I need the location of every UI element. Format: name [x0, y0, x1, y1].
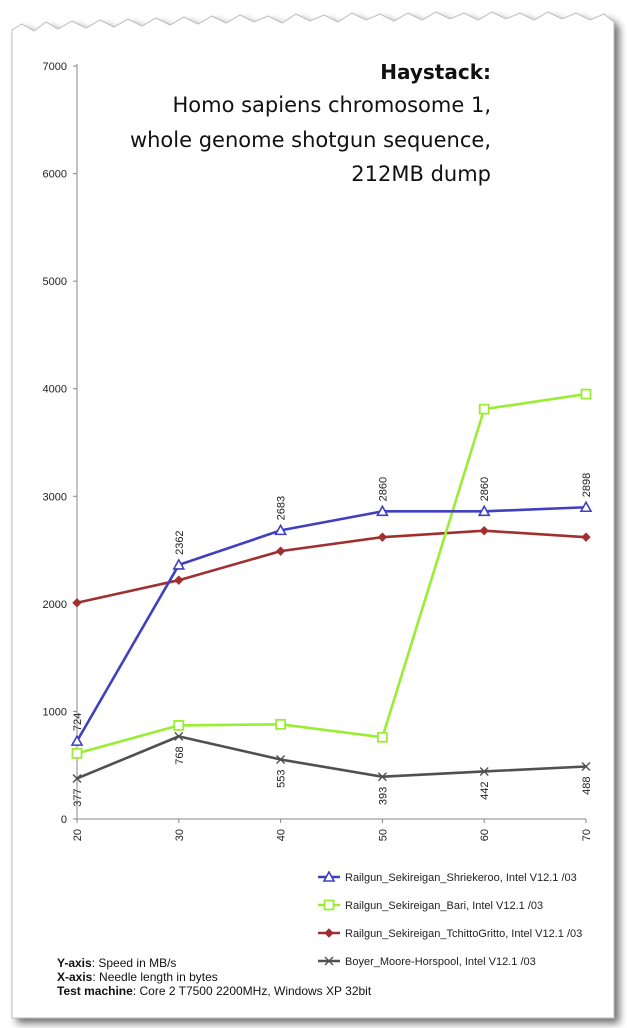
- legend-label-2: Railgun_Sekireigan_TchittoGritto, Intel …: [345, 928, 582, 940]
- y-tick-label-7: 7000: [43, 61, 67, 73]
- series-0-data-label-3: 2860: [377, 477, 389, 501]
- y-tick-label-6: 6000: [43, 169, 67, 181]
- series-3-data-label-5: 488: [581, 777, 593, 795]
- series-0-data-label-1: 2362: [174, 530, 186, 554]
- series-3-data-label-0: 377: [72, 788, 84, 806]
- x-tick-label-3: 50: [377, 829, 389, 841]
- footer-y-axis-value: : Speed in MB/s: [91, 956, 177, 970]
- chart-subtitle-line-3: 212MB dump: [351, 162, 491, 186]
- series-1-point-0: [71, 747, 83, 759]
- x-tick-label-1: 30: [174, 829, 186, 841]
- series-0-data-label-2: 2683: [276, 496, 288, 520]
- chart-title-block: Haystack: Homo sapiens chromosome 1, who…: [130, 60, 491, 186]
- footer-y-axis-note: Y-axis: Speed in MB/s: [57, 956, 371, 970]
- series-3-data-label-3: 393: [377, 787, 389, 805]
- series-3-data-label-4: 442: [479, 781, 491, 799]
- series-line-3: [76, 735, 587, 780]
- series-2-point-2: [275, 546, 286, 556]
- plot-area: 0 1000 2000 3000 4000 5000 6000 7000 20 30 40 50 60 7…: [43, 61, 593, 841]
- series-line-2: [76, 529, 587, 605]
- footer-x-axis-note: X-axis: Needle length in bytes: [57, 970, 371, 984]
- y-tick-label-3: 3000: [43, 491, 67, 503]
- series-0-data-label-4: 2860: [479, 477, 491, 501]
- series-2-point-3: [377, 532, 388, 542]
- x-tick-label-4: 60: [479, 829, 491, 841]
- series-1-point-2: [275, 718, 287, 730]
- legend-swatch-marker-1: [323, 899, 335, 911]
- series-2-point-5: [581, 532, 591, 542]
- legend-swatch-marker-0: [322, 870, 336, 882]
- footer-machine-note: Test machine: Core 2 T7500 2200MHz, Wind…: [57, 984, 371, 998]
- chart-subtitle-line-2: whole genome shotgun sequence,: [130, 128, 491, 152]
- footer-x-axis-value: : Needle length in bytes: [92, 970, 218, 984]
- footer-machine-key: Test machine: [57, 984, 133, 998]
- chart-subtitle-line-1: Homo sapiens chromosome 1,: [173, 93, 492, 117]
- series-1-point-5: [580, 388, 592, 400]
- y-tick-label-2: 2000: [43, 599, 67, 611]
- series-3-point-4: [479, 766, 489, 776]
- legend-swatch-marker-3: [324, 956, 334, 966]
- series-2-point-0: [72, 598, 82, 608]
- paper-sheet: [11, 11, 615, 1019]
- series-3-point-1: [174, 731, 184, 741]
- y-tick-label-0: 0: [61, 814, 67, 826]
- chart-footer-notes: Y-axis: Speed in MB/s X-axis: Needle len…: [57, 956, 371, 998]
- x-tick-label-2: 40: [276, 829, 288, 841]
- series-2-point-4: [479, 526, 489, 536]
- legend-swatch-marker-2: [324, 928, 334, 938]
- legend-label-3: Boyer_Moore-Horspool, Intel V12.1 /03: [345, 956, 536, 968]
- series-line-1: [76, 392, 587, 755]
- series-3-data-label-1: 768: [174, 746, 186, 764]
- series-3-point-3: [377, 772, 387, 782]
- series-0-point-1: [172, 558, 186, 570]
- series-0-point-2: [274, 523, 287, 536]
- y-tick-label-1: 1000: [43, 706, 67, 718]
- series-2-point-1: [174, 575, 184, 585]
- series-0-point-4: [477, 504, 491, 517]
- y-tick-label-5: 5000: [43, 276, 67, 288]
- series-3-point-0: [72, 773, 82, 783]
- series-1-point-4: [478, 403, 490, 415]
- x-tick-label-0: 20: [72, 829, 84, 841]
- legend-label-1: Railgun_Sekireigan_Bari, Intel V12.1 /03: [345, 900, 543, 912]
- x-tick-label-5: 70: [581, 829, 593, 841]
- series-0-point-5: [579, 500, 593, 513]
- chart-title: Haystack:: [380, 60, 491, 84]
- y-tick-label-4: 4000: [43, 384, 67, 396]
- series-3-data-label-2: 553: [276, 770, 288, 788]
- series-1-point-3: [376, 731, 388, 743]
- series-0-data-label-0: 724: [72, 713, 84, 731]
- legend-label-0: Railgun_Sekireigan_Shriekeroo, Intel V12…: [345, 872, 577, 884]
- series-line-0: [75, 505, 587, 742]
- series-3-point-2: [276, 755, 286, 765]
- footer-y-axis-key: Y-axis: [57, 956, 92, 970]
- footer-machine-value: : Core 2 T7500 2200MHz, Windows XP 32bit: [132, 984, 372, 998]
- series-1-point-1: [173, 720, 185, 731]
- footer-x-axis-key: X-axis: [57, 970, 93, 984]
- series-0-point-3: [376, 504, 389, 517]
- series-3-point-5: [581, 762, 591, 771]
- legend: Railgun_Sekireigan_Shriekeroo, Intel V12…: [318, 870, 582, 968]
- series-0-data-label-5: 2898: [581, 473, 593, 497]
- series-0-point-0: [70, 734, 84, 746]
